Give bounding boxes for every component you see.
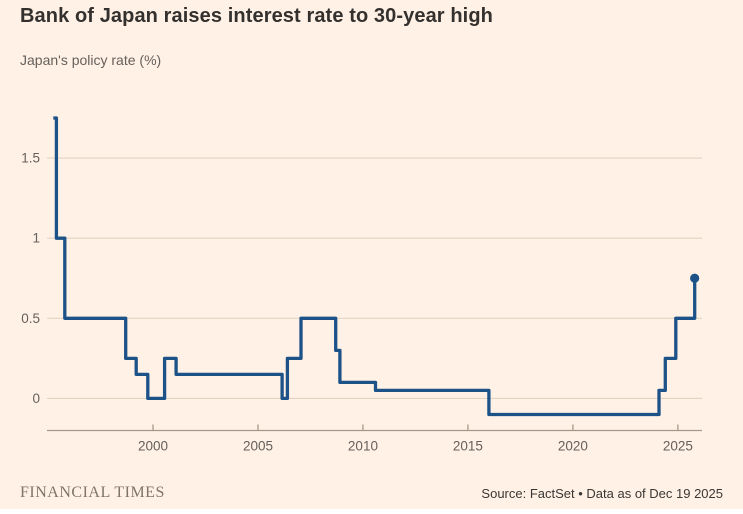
latest-value-dot bbox=[690, 273, 700, 283]
y-tick-label: 1 bbox=[32, 231, 40, 246]
x-tick-label: 2025 bbox=[663, 439, 693, 454]
y-tick-label: 0 bbox=[32, 391, 40, 406]
y-tick-label: 1.5 bbox=[21, 151, 40, 166]
x-tick-label: 2010 bbox=[348, 439, 378, 454]
y-tick-label: 0.5 bbox=[21, 311, 40, 326]
bottom-strip bbox=[0, 509, 743, 514]
source-note: Source: FactSet • Data as of Dec 19 2025 bbox=[481, 486, 723, 501]
x-tick-label: 2000 bbox=[138, 439, 168, 454]
x-tick-label: 2020 bbox=[558, 439, 588, 454]
chart-title: Bank of Japan raises interest rate to 30… bbox=[20, 5, 493, 27]
x-tick-label: 2005 bbox=[243, 439, 273, 454]
policy-rate-line bbox=[53, 116, 697, 417]
chart-subtitle: Japan's policy rate (%) bbox=[20, 52, 162, 68]
ft-wordmark: FINANCIAL TIMES bbox=[20, 484, 165, 501]
x-tick-label: 2015 bbox=[453, 439, 483, 454]
